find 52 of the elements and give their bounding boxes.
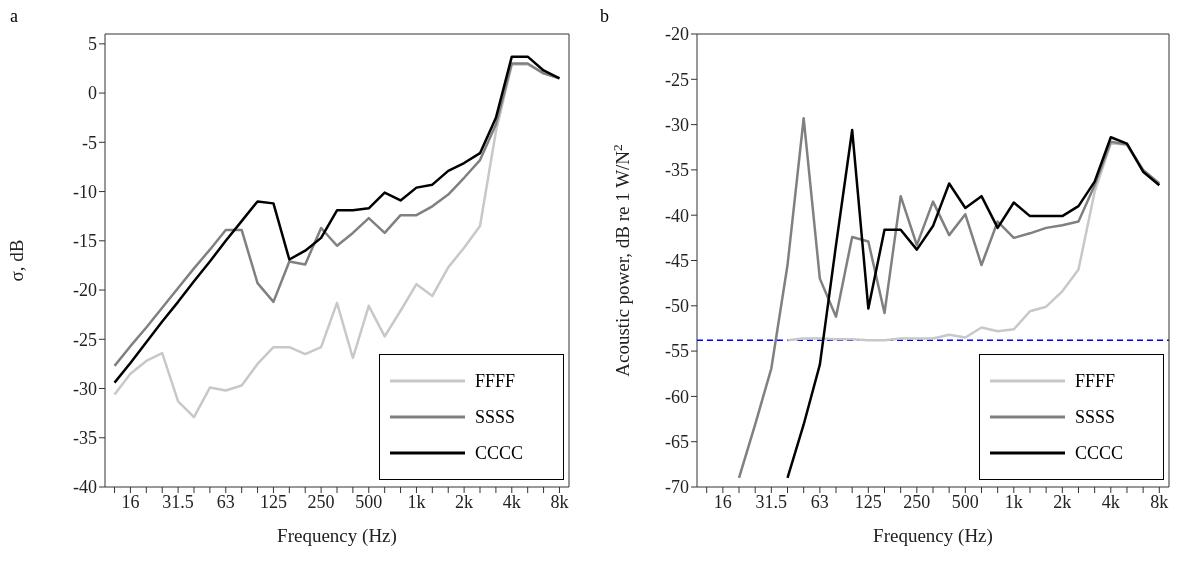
legend-label: CCCC: [1075, 442, 1124, 464]
y-axis-title: σ, dB: [6, 239, 27, 282]
x-tick-label: 16: [121, 491, 140, 512]
y-tick-label: -70: [665, 477, 689, 498]
y-tick-label: -10: [73, 181, 97, 202]
chart-title: a: [10, 6, 18, 27]
y-tick-label: -45: [665, 250, 689, 271]
y-tick-label: -25: [73, 329, 97, 350]
y-tick-label: -30: [73, 378, 97, 399]
y-tick-label: -35: [665, 160, 689, 181]
x-tick-label: 63: [216, 491, 235, 512]
x-tick-label: 500: [951, 491, 979, 512]
x-tick-label: 500: [355, 491, 383, 512]
y-tick-label: -5: [82, 132, 97, 153]
legend-label: FFFF: [1075, 370, 1116, 392]
x-tick-label: 1k: [1004, 491, 1023, 512]
y-tick-label: -15: [73, 231, 97, 252]
x-tick-label: 250: [307, 491, 335, 512]
x-tick-label: 8k: [550, 491, 569, 512]
y-tick-label: -65: [665, 432, 689, 453]
legend-label: FFFF: [475, 370, 516, 392]
y-tick-label: -40: [73, 477, 97, 498]
x-tick-label: 16: [713, 491, 732, 512]
legend-label: SSSS: [475, 406, 516, 428]
x-tick-label: 63: [810, 491, 829, 512]
y-tick-label: -55: [665, 341, 689, 362]
y-tick-label: -40: [665, 205, 689, 226]
x-tick-label: 250: [903, 491, 931, 512]
legend-label: CCCC: [475, 442, 524, 464]
x-tick-label: 31.5: [162, 491, 194, 512]
x-tick-label: 31.5: [755, 491, 788, 512]
y-tick-label: -20: [665, 24, 689, 45]
y-tick-label: -20: [73, 280, 97, 301]
legend-label: SSSS: [1075, 406, 1116, 428]
x-tick-label: 125: [259, 491, 287, 512]
x-tick-label: 4k: [502, 491, 521, 512]
x-tick-label: 2k: [455, 491, 474, 512]
y-tick-label: 0: [88, 83, 97, 104]
y-tick-label: -35: [73, 428, 97, 449]
x-axis-title: Frequency (Hz): [873, 525, 993, 547]
y-tick-label: 5: [88, 34, 97, 55]
y-tick-label: -25: [665, 69, 689, 90]
x-axis-title: Frequency (Hz): [277, 525, 397, 547]
y-tick-label: -30: [665, 114, 689, 135]
y-tick-label: -60: [665, 386, 689, 407]
x-tick-label: 2k: [1053, 491, 1072, 512]
x-tick-label: 125: [854, 491, 882, 512]
x-tick-label: 4k: [1101, 491, 1120, 512]
chart-title: b: [600, 6, 609, 27]
x-tick-label: 8k: [1150, 491, 1169, 512]
x-tick-label: 1k: [407, 491, 426, 512]
y-tick-label: -50: [665, 296, 689, 317]
